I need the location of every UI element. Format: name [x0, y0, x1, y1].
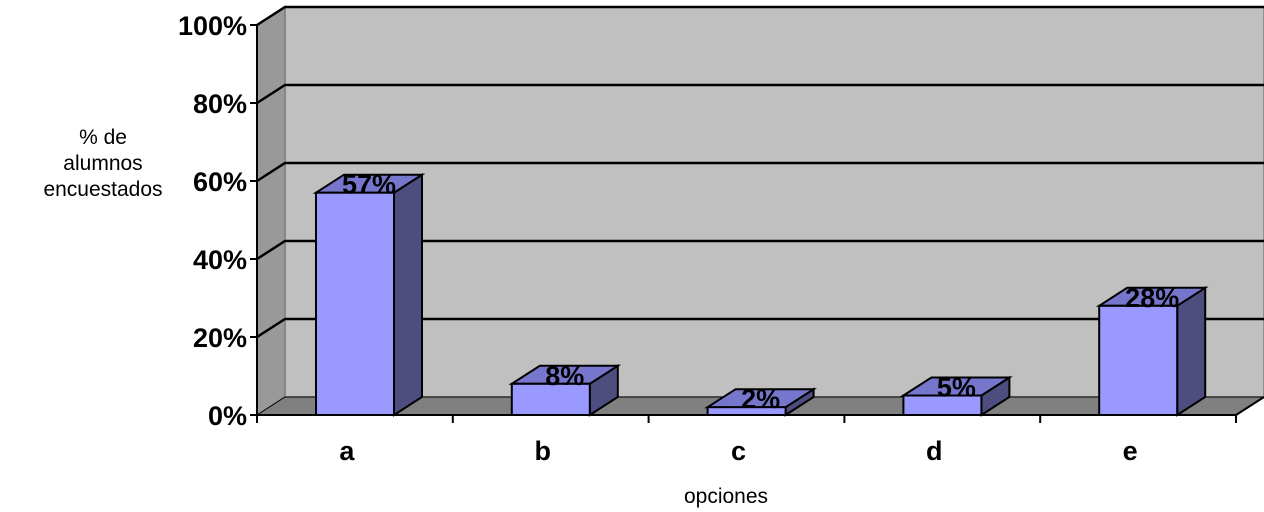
y-tick-label: 100%: [178, 11, 247, 41]
data-label-b: 8%: [545, 361, 584, 391]
y-axis-title-line: encuestados: [43, 178, 162, 201]
data-label-e: 28%: [1125, 283, 1179, 313]
bar-side: [393, 172, 423, 417]
data-label-c: 2%: [741, 384, 780, 414]
x-tick-label-e: e: [1123, 436, 1138, 466]
gridline: [256, 83, 1264, 105]
x-axis-title: opciones: [684, 485, 768, 508]
y-tick-label: 20%: [193, 323, 247, 353]
bar-front: [902, 394, 983, 416]
y-axis-title-line: % de: [79, 126, 127, 149]
x-axis-depth-line: [1235, 396, 1264, 416]
x-tick-label-a: a: [339, 436, 355, 466]
bar-front: [315, 191, 395, 416]
y-tick-label: 80%: [193, 89, 247, 119]
bar-b: [508, 363, 622, 417]
gridline: [256, 317, 1264, 339]
bar-front: [1098, 304, 1179, 416]
x-tick-label-c: c: [731, 436, 746, 466]
y-tick-label: 0%: [208, 401, 247, 431]
x-tick-label-b: b: [534, 436, 551, 466]
bar-a: [312, 172, 426, 417]
plot-side-wall: [256, 5, 286, 417]
x-tick-label-d: d: [926, 436, 943, 466]
labels: 57% a 8% b 2% c 5% d 28% e % de alumnos encuestados o…: [43, 126, 1179, 508]
gridline: [256, 5, 1264, 27]
data-label-d: 5%: [937, 373, 976, 403]
data-label-a: 57%: [342, 170, 396, 200]
bars: [312, 172, 1209, 417]
gridline: [256, 161, 1264, 183]
y-tick-label: 60%: [193, 167, 247, 197]
gridline: [256, 239, 1264, 261]
y-tick-label: 40%: [193, 245, 247, 275]
bar-front: [706, 406, 787, 417]
bar-front: [510, 382, 591, 416]
bar-e: [1095, 285, 1209, 417]
y-axis-title-line: alumnos: [63, 152, 142, 175]
bar-d: [899, 375, 1013, 417]
y-axis-title: % de alumnos encuestados: [43, 126, 162, 201]
gridlines: [256, 5, 1264, 339]
bar-c: [704, 387, 818, 417]
bar-side: [1176, 285, 1207, 417]
